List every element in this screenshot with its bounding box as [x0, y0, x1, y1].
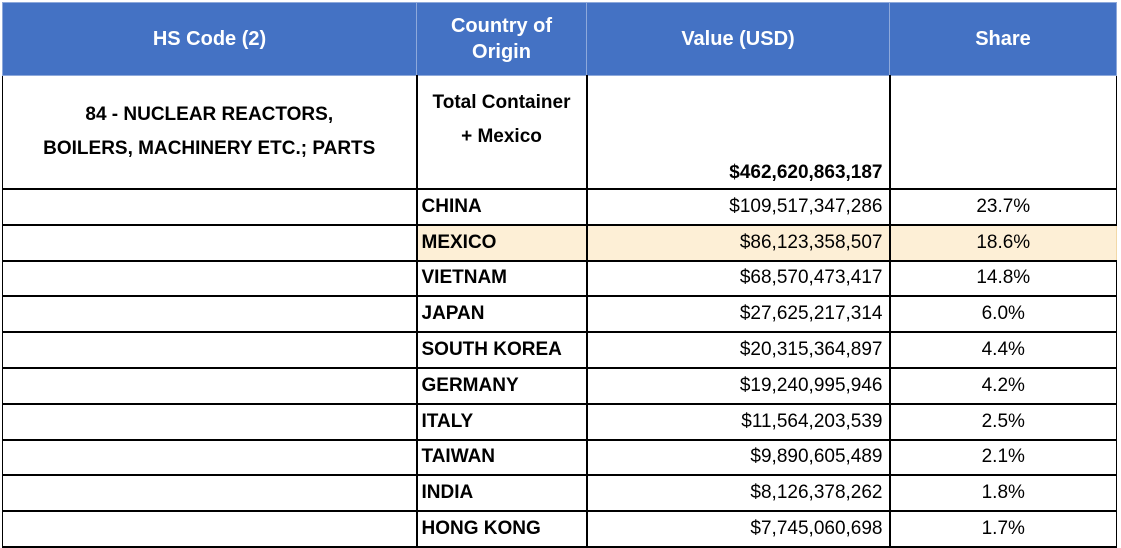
header-share: Share — [889, 2, 1117, 76]
share-cell: 4.2% — [889, 367, 1117, 405]
country-cell: TAIWAN — [416, 439, 588, 477]
hs-code-cell — [2, 511, 418, 548]
country-cell: VIETNAM — [416, 260, 588, 298]
value-cell: $19,240,995,946 — [586, 367, 891, 405]
country-cell: SOUTH KOREA — [416, 332, 588, 369]
value-cell: $109,517,347,286 — [586, 189, 891, 226]
header-country-of-origin: Country of Origin — [416, 2, 587, 76]
hs-code-cell — [2, 367, 418, 405]
table-row: JAPAN $27,625,217,314 6.0% — [2, 296, 1117, 334]
total-share — [889, 75, 1117, 189]
hs-code-cell — [2, 224, 418, 262]
table-row: HONG KONG $7,745,060,698 1.7% — [2, 511, 1117, 548]
country-cell: INDIA — [416, 475, 588, 513]
total-label: Total Container + Mexico — [416, 75, 588, 189]
country-cell: GERMANY — [416, 367, 588, 405]
value-cell: $8,126,378,262 — [586, 475, 891, 513]
hs-code-cell — [2, 260, 418, 298]
country-cell: HONG KONG — [416, 511, 588, 548]
share-cell: 2.5% — [889, 403, 1117, 441]
value-cell: $11,564,203,539 — [586, 403, 891, 441]
value-cell: $9,890,605,489 — [586, 439, 891, 477]
hs-code-cell — [2, 189, 418, 226]
value-cell: $7,745,060,698 — [586, 511, 891, 548]
header-value-usd: Value (USD) — [586, 2, 890, 76]
table-row-highlighted: MEXICO $86,123,358,507 18.6% — [2, 224, 1117, 262]
country-cell: MEXICO — [416, 224, 588, 262]
hs-code-cell — [2, 332, 418, 369]
table-row: CHINA $109,517,347,286 23.7% — [2, 189, 1117, 226]
table-row: SOUTH KOREA $20,315,364,897 4.4% — [2, 332, 1117, 369]
table-row: GERMANY $19,240,995,946 4.2% — [2, 367, 1117, 405]
total-value: $462,620,863,187 — [586, 75, 891, 189]
hs-code-cell — [2, 439, 418, 477]
table-row: TAIWAN $9,890,605,489 2.1% — [2, 439, 1117, 477]
value-cell: $68,570,473,417 — [586, 260, 891, 298]
table-row: ITALY $11,564,203,539 2.5% — [2, 403, 1117, 441]
share-cell: 18.6% — [889, 224, 1117, 262]
header-hs-code: HS Code (2) — [2, 2, 417, 76]
value-cell: $86,123,358,507 — [586, 224, 891, 262]
header-row: HS Code (2) Country of Origin Value (USD… — [2, 2, 1117, 76]
country-cell: ITALY — [416, 403, 588, 441]
table-row: VIETNAM $68,570,473,417 14.8% — [2, 260, 1117, 298]
share-cell: 1.8% — [889, 475, 1117, 513]
share-cell: 14.8% — [889, 260, 1117, 298]
share-cell: 6.0% — [889, 296, 1117, 334]
share-cell: 1.7% — [889, 511, 1117, 548]
country-cell: CHINA — [416, 189, 588, 226]
table-row: INDIA $8,126,378,262 1.8% — [2, 475, 1117, 513]
share-cell: 4.4% — [889, 332, 1117, 369]
hs-code-cell — [2, 296, 418, 334]
hs-code-cell — [2, 475, 418, 513]
value-cell: $27,625,217,314 — [586, 296, 891, 334]
value-cell: $20,315,364,897 — [586, 332, 891, 369]
country-cell: JAPAN — [416, 296, 588, 334]
hs-code-cell — [2, 403, 418, 441]
share-cell: 2.1% — [889, 439, 1117, 477]
summary-row: 84 - NUCLEAR REACTORS, BOILERS, MACHINER… — [2, 75, 1117, 189]
hs-code-description: 84 - NUCLEAR REACTORS, BOILERS, MACHINER… — [2, 75, 418, 189]
share-cell: 23.7% — [889, 189, 1117, 226]
